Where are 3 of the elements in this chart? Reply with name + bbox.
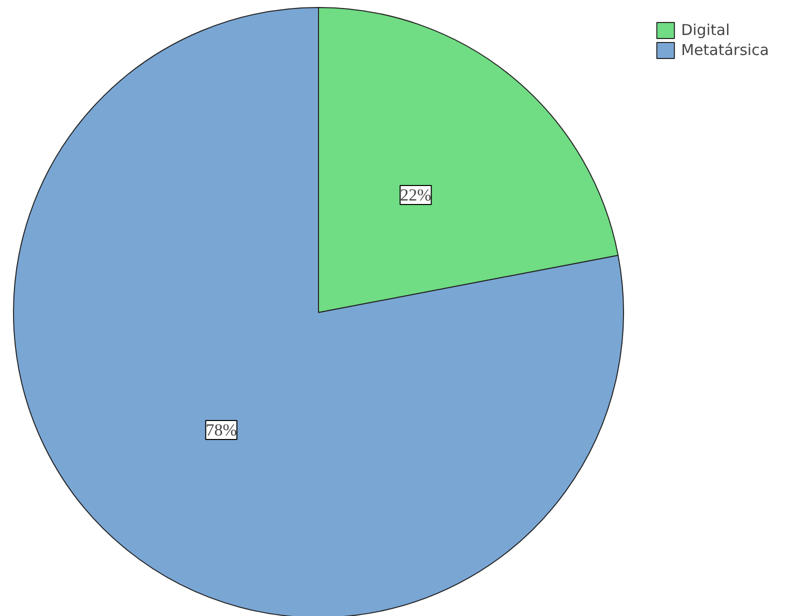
data-label: 78% [206,420,237,440]
legend-label: Metatársica [681,41,769,59]
legend-label: Digital [681,21,730,39]
